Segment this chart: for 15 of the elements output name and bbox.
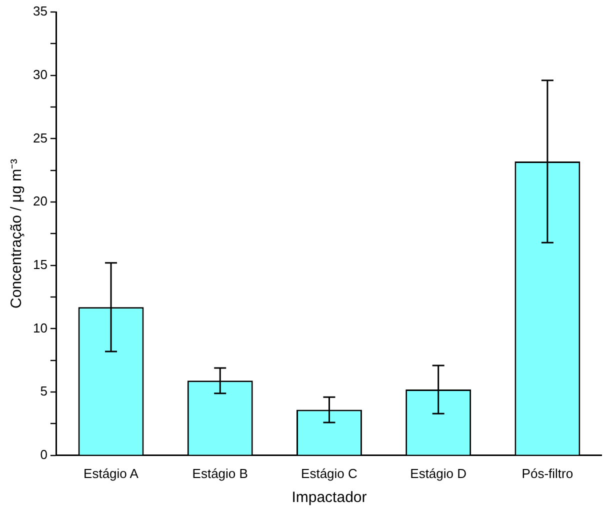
y-tick-label: 35 <box>32 4 48 19</box>
x-tick-label: Estágio A <box>84 466 139 481</box>
y-tick-label: 30 <box>32 66 48 82</box>
y-tick-label: 5 <box>40 384 48 399</box>
x-tick-label: Pós-filtro <box>522 466 574 481</box>
x-tick-label: Estágio B <box>192 466 248 481</box>
y-tick-label: 10 <box>32 320 48 336</box>
x-tick-label: Estágio C <box>301 466 358 481</box>
y-tick-label: 15 <box>32 256 48 272</box>
y-tick-label: 20 <box>32 194 48 209</box>
y-axis-title: Concentração / μg m⁻³ <box>8 158 26 308</box>
y-tick-label: 25 <box>32 130 48 146</box>
x-tick-label: Estágio D <box>410 466 467 481</box>
x-axis-title: Impactador <box>292 489 367 506</box>
y-tick-label: 0 <box>40 446 48 462</box>
